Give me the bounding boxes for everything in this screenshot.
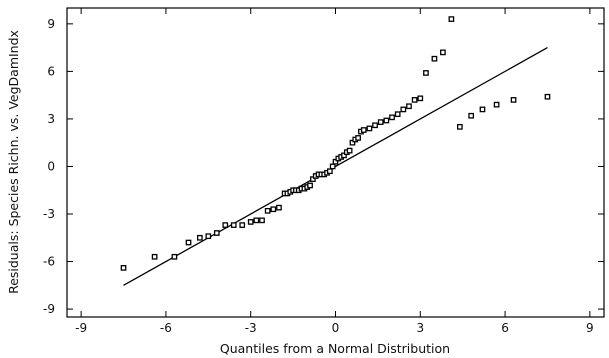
x-axis-label: Quantiles from a Normal Distribution [220,341,450,356]
x-tick-label: -9 [75,321,87,335]
x-axis-ticks: -9 -6 -3 0 3 6 9 [75,8,594,335]
data-point [264,207,271,214]
x-tick-label: 6 [501,321,509,335]
y-tick-label: -9 [43,302,55,316]
data-point [544,93,551,100]
y-axis-label: Residuals: Species Richn. vs. VegDamIndx [6,30,21,294]
data-point [151,253,158,260]
data-point [479,106,486,113]
y-tick-label: 9 [47,17,55,31]
data-point [230,222,237,228]
y-tick-label: 6 [47,64,55,78]
x-tick-label: 0 [332,321,340,335]
data-point [346,147,353,154]
data-point [389,114,395,121]
data-point [355,135,361,141]
data-point [326,168,333,175]
data-point [205,233,212,240]
x-tick-label: 9 [586,321,594,335]
data-point [196,234,203,241]
data-point [423,70,429,76]
data-point [394,111,401,118]
data-point [440,49,446,56]
y-tick-label: 0 [47,159,55,173]
x-tick-label: -6 [160,321,172,335]
x-tick-label: -3 [245,321,257,335]
data-point [468,112,475,119]
data-point [213,230,220,236]
data-point [222,222,229,228]
data-point [276,204,282,211]
data-point [400,106,407,113]
data-point [366,125,373,132]
data-point [431,55,438,62]
data-point [457,123,463,130]
data-point [307,182,313,189]
data-point [171,253,178,260]
data-point [377,119,384,125]
data-point [120,265,127,271]
data-point [360,127,367,133]
data-point [383,117,390,124]
x-tick-label: 3 [416,321,424,335]
data-point [253,217,260,224]
y-tick-label: 3 [47,112,55,126]
data-point [417,95,424,102]
data-point [448,16,455,22]
data-point [247,219,254,225]
data-point [270,206,277,213]
y-tick-label: -6 [43,255,55,269]
data-point [510,97,517,103]
data-point [185,239,192,246]
y-axis-ticks: -9 -6 -3 0 3 6 9 [43,17,604,316]
y-tick-label: -3 [43,207,55,221]
data-point [239,222,246,228]
data-points [120,16,551,271]
data-point [329,163,336,170]
data-point [406,103,412,110]
data-point [259,217,265,224]
data-point [411,97,418,103]
data-point [493,101,500,108]
data-point [372,122,378,129]
